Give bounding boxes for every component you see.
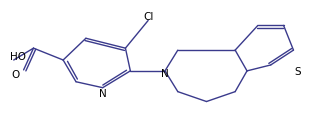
- Text: HO: HO: [10, 52, 26, 62]
- Text: O: O: [12, 70, 20, 80]
- Text: Cl: Cl: [143, 11, 153, 22]
- Text: N: N: [161, 69, 169, 79]
- Text: N: N: [99, 89, 107, 99]
- Text: S: S: [295, 67, 301, 77]
